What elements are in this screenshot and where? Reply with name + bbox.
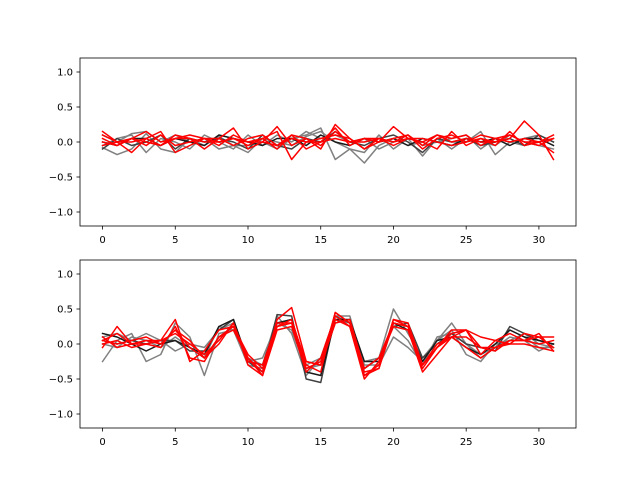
- top-axes: 0 5 10 15 20 25 30 −1.0 −0.5 0.0 0.5 1.0: [49, 57, 577, 246]
- x-tick-label: 5: [172, 235, 178, 246]
- y-tick-label: −0.5: [49, 375, 73, 386]
- series-line-5: [101, 318, 555, 377]
- bottom-axes: 0 5 10 15 20 25 30 −1.0 −0.5 0.0 0.5 1.0: [49, 259, 577, 448]
- y-tick-label: −0.5: [49, 173, 73, 184]
- x-tick-label: 10: [242, 437, 255, 448]
- series-line-9: [101, 130, 555, 150]
- x-tick-label: 5: [172, 437, 178, 448]
- x-tick-label: 30: [533, 235, 546, 246]
- plot-area: [101, 120, 555, 164]
- y-tick-label: −1.0: [49, 208, 73, 219]
- x-tick-label: 0: [99, 437, 105, 448]
- series-line-8: [101, 130, 555, 161]
- y-tick-label: 1.0: [57, 270, 73, 281]
- series-line-10: [101, 311, 555, 373]
- y-tick-label: −1.0: [49, 410, 73, 421]
- x-tick-label: 20: [387, 235, 400, 246]
- x-tick-label: 0: [99, 235, 105, 246]
- y-tick-label: 0.5: [57, 103, 73, 114]
- x-tick-label: 30: [533, 437, 546, 448]
- x-tick-label: 15: [314, 437, 327, 448]
- x-tick-label: 25: [460, 235, 473, 246]
- x-tick-label: 20: [387, 437, 400, 448]
- y-tick-label: 0.0: [57, 340, 73, 351]
- x-tick-label: 15: [314, 235, 327, 246]
- x-tick-label: 25: [460, 437, 473, 448]
- y-tick-label: 0.5: [57, 305, 73, 316]
- series-line-10: [101, 130, 555, 150]
- plot-area: [101, 306, 555, 384]
- y-tick-label: 0.0: [57, 138, 73, 149]
- y-tick-label: 1.0: [57, 68, 73, 79]
- x-tick-label: 10: [242, 235, 255, 246]
